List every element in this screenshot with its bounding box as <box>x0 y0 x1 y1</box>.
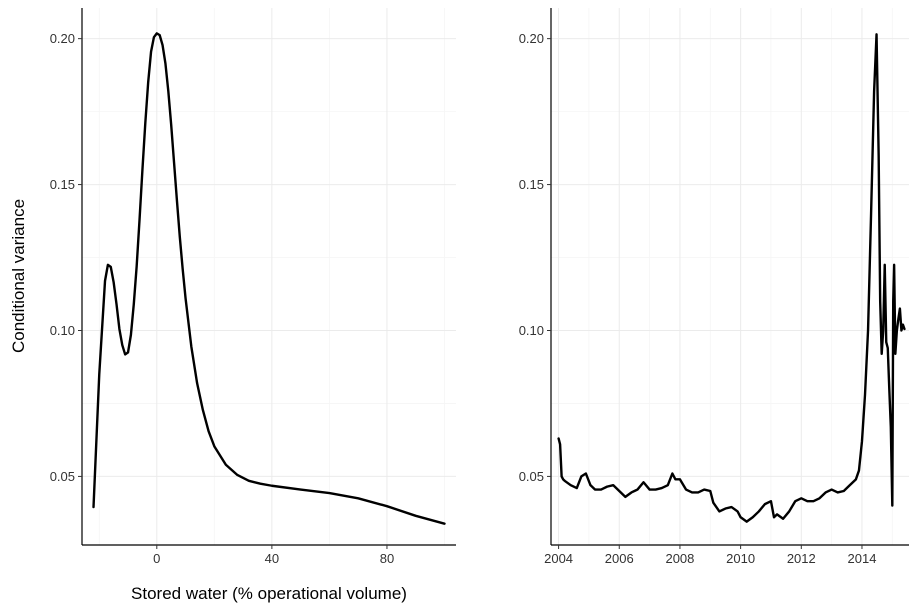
right-panel-background <box>551 8 909 545</box>
left-panel-y-axis-title: Conditional variance <box>9 199 28 353</box>
right-panel-x-tick-label: 2010 <box>726 551 755 566</box>
right-panel-x-tick-label: 2008 <box>665 551 694 566</box>
right-panel-y-tick-label: 0.10 <box>519 323 544 338</box>
left-panel-x-tick-label: 0 <box>153 551 160 566</box>
left-panel-y-tick-label: 0.10 <box>50 323 75 338</box>
right-panel-y-tick-label: 0.05 <box>519 469 544 484</box>
left-panel-y-tick-label: 0.05 <box>50 469 75 484</box>
left-panel-x-tick-label: 80 <box>380 551 394 566</box>
left-panel-background <box>82 8 456 545</box>
right-panel: 0.05 0.10 0.15 0.20 2004 2006 2008 2010 2012 2014 <box>519 8 909 566</box>
right-panel-x-tick-label: 2004 <box>544 551 573 566</box>
right-panel-y-tick-label: 0.15 <box>519 177 544 192</box>
left-panel-x-tick-label: 40 <box>265 551 279 566</box>
right-panel-x-tick-label: 2006 <box>605 551 634 566</box>
left-panel-y-tick-label: 0.15 <box>50 177 75 192</box>
right-panel-x-tick-label: 2012 <box>787 551 816 566</box>
right-panel-y-tick-label: 0.20 <box>519 31 544 46</box>
right-panel-x-tick-label: 2014 <box>848 551 877 566</box>
left-panel-x-axis-title: Stored water (% operational volume) <box>131 584 407 603</box>
left-panel-y-tick-label: 0.20 <box>50 31 75 46</box>
